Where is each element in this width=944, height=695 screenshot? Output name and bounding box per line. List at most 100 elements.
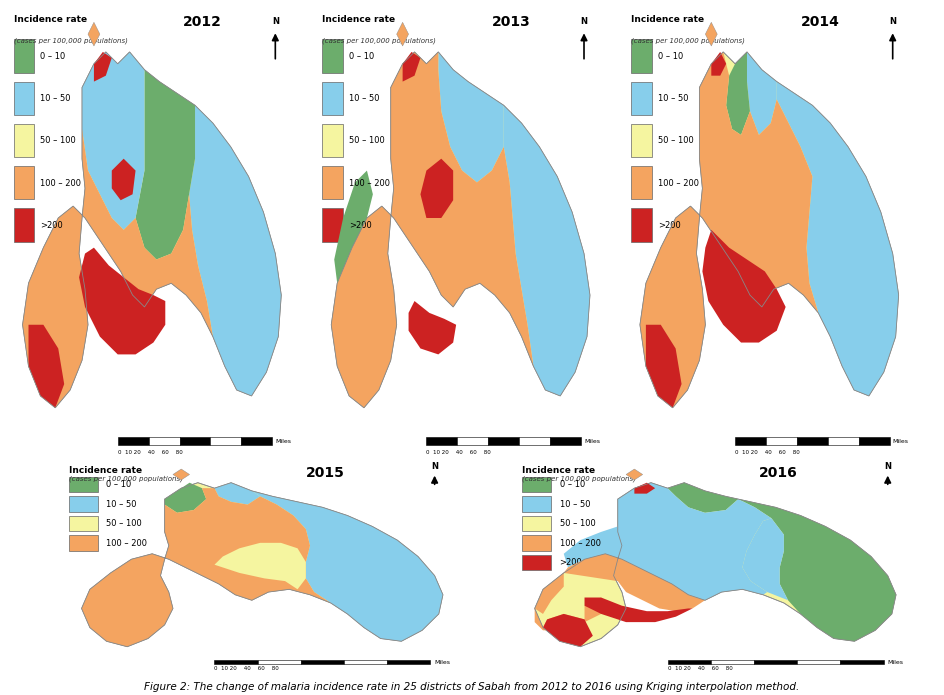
Polygon shape	[214, 543, 306, 589]
Text: 50 – 100: 50 – 100	[41, 136, 76, 145]
Text: (cases per 100,000 populations): (cases per 100,000 populations)	[69, 476, 183, 482]
Text: 0 – 10: 0 – 10	[107, 480, 132, 489]
Polygon shape	[164, 483, 206, 513]
Text: Figure 2: The change of malaria incidence rate in 25 districts of Sabah from 201: Figure 2: The change of malaria incidenc…	[144, 682, 800, 692]
Polygon shape	[742, 518, 788, 600]
Polygon shape	[409, 301, 456, 354]
Text: 2016: 2016	[759, 466, 798, 480]
Text: (cases per 100,000 populations): (cases per 100,000 populations)	[631, 37, 745, 44]
Bar	[754, 660, 797, 664]
Bar	[69, 535, 98, 550]
Polygon shape	[438, 52, 504, 182]
Bar	[550, 437, 582, 445]
Text: 10 – 50: 10 – 50	[41, 94, 71, 103]
Polygon shape	[634, 483, 655, 493]
Text: 0  10 20    40    60    80: 0 10 20 40 60 80	[214, 666, 279, 671]
Bar	[631, 81, 651, 115]
Bar	[797, 437, 828, 445]
Text: 2015: 2015	[306, 466, 345, 480]
Text: 10 – 50: 10 – 50	[658, 94, 688, 103]
Bar	[322, 124, 344, 157]
Polygon shape	[334, 170, 373, 284]
Bar	[711, 660, 754, 664]
Bar	[214, 660, 258, 664]
Polygon shape	[23, 88, 212, 408]
Text: 100 – 200: 100 – 200	[107, 539, 147, 548]
Text: 0 – 10: 0 – 10	[658, 51, 683, 60]
Bar	[522, 496, 551, 512]
Bar	[631, 208, 651, 242]
Bar	[69, 516, 98, 531]
Polygon shape	[252, 491, 443, 641]
Polygon shape	[626, 469, 643, 480]
Text: N: N	[885, 461, 891, 471]
Polygon shape	[646, 325, 682, 408]
Bar	[118, 437, 148, 445]
Bar	[522, 535, 551, 550]
Bar	[258, 660, 301, 664]
Text: >200: >200	[41, 221, 63, 230]
Bar	[179, 437, 211, 445]
Bar	[322, 81, 344, 115]
Bar	[522, 516, 551, 531]
Bar	[631, 124, 651, 157]
Text: 0 – 10: 0 – 10	[41, 51, 66, 60]
Bar	[488, 437, 519, 445]
Polygon shape	[726, 496, 896, 641]
Text: Miles: Miles	[893, 439, 909, 444]
Polygon shape	[712, 52, 726, 76]
Polygon shape	[584, 598, 693, 622]
Text: (cases per 100,000 populations): (cases per 100,000 populations)	[522, 476, 636, 482]
Bar	[766, 437, 797, 445]
Bar	[522, 477, 551, 492]
Bar	[631, 166, 651, 199]
Bar	[322, 208, 344, 242]
Text: 10 – 50: 10 – 50	[349, 94, 379, 103]
Text: 2012: 2012	[183, 15, 222, 29]
Text: Incidence rate: Incidence rate	[13, 15, 87, 24]
Polygon shape	[705, 22, 717, 46]
Bar	[631, 40, 651, 73]
Bar	[322, 166, 344, 199]
Text: N: N	[889, 17, 896, 26]
Polygon shape	[564, 554, 705, 611]
Text: 50 – 100: 50 – 100	[560, 519, 596, 528]
Bar	[13, 40, 34, 73]
Polygon shape	[420, 158, 453, 218]
Text: Miles: Miles	[887, 660, 903, 664]
Polygon shape	[702, 230, 785, 343]
Text: 2014: 2014	[801, 15, 839, 29]
Text: 0  10 20    40    60    80: 0 10 20 40 60 80	[118, 450, 182, 455]
Polygon shape	[396, 22, 409, 46]
Text: 100 – 200: 100 – 200	[41, 179, 81, 188]
Text: Miles: Miles	[434, 660, 450, 664]
Bar	[387, 660, 430, 664]
Polygon shape	[667, 483, 738, 513]
Bar	[13, 124, 34, 157]
Bar	[301, 660, 344, 664]
Polygon shape	[81, 488, 330, 647]
Text: 50 – 100: 50 – 100	[107, 519, 143, 528]
Polygon shape	[111, 158, 136, 200]
Bar	[859, 437, 889, 445]
Text: (cases per 100,000 populations): (cases per 100,000 populations)	[322, 37, 436, 44]
Text: Miles: Miles	[276, 439, 292, 444]
Bar	[427, 437, 457, 445]
Polygon shape	[136, 70, 195, 259]
Bar	[211, 437, 242, 445]
Polygon shape	[93, 52, 111, 81]
Bar	[322, 40, 344, 73]
Text: N: N	[272, 17, 278, 26]
Bar	[735, 437, 766, 445]
Polygon shape	[640, 52, 899, 408]
Polygon shape	[534, 598, 601, 630]
Polygon shape	[23, 52, 281, 408]
Text: >200: >200	[560, 558, 582, 567]
Text: >200: >200	[658, 221, 681, 230]
Polygon shape	[189, 106, 281, 396]
Polygon shape	[82, 52, 144, 230]
Bar	[667, 660, 711, 664]
Text: 50 – 100: 50 – 100	[658, 136, 694, 145]
Polygon shape	[331, 52, 533, 408]
Polygon shape	[28, 325, 64, 408]
